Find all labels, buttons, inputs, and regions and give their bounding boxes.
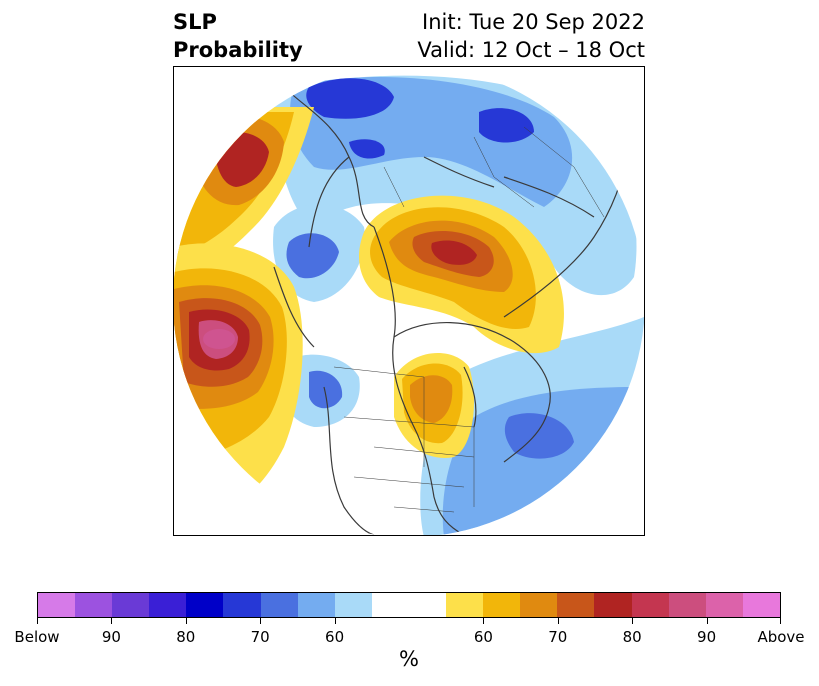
colorbar-segment [742,593,780,617]
colorbar-tick [260,618,262,624]
colorbar-segment [223,593,261,617]
blue-anomaly-west-core [286,233,339,279]
blue-anomaly-north-core-3 [349,139,385,159]
colorbar-tick [483,618,485,624]
map-panel [173,66,645,536]
forecast-dates: Init: Tue 20 Sep 2022 Valid: 12 Oct – 18… [417,8,645,64]
colorbar-tick-label: 70 [250,628,270,646]
colorbar-segment [371,593,409,617]
colorbar-segment [483,593,521,617]
colorbar-segment [186,593,224,617]
colorbar-segment [334,593,372,617]
colorbar-segment [38,593,76,617]
colorbar-tick-label: 60 [325,628,345,646]
colorbar-segment [260,593,298,617]
colorbar-segment [705,593,743,617]
colorbar-tick-label: 70 [548,628,568,646]
colorbar-tick [334,618,336,624]
colorbar-tick-label: 90 [697,628,717,646]
colorbar-units: % [399,647,419,671]
colorbar-segment [149,593,187,617]
colorbar-segment [557,593,595,617]
colorbar-tick [37,618,38,624]
probability-map [174,67,644,535]
colorbar-segment [446,593,484,617]
colorbar-tick-label: 60 [473,628,493,646]
map-title: SLP Probability [173,8,303,64]
colorbar-tick [185,618,187,624]
blue-anomaly-north-core-2 [479,108,534,143]
colorbar-ticks [37,618,781,630]
colorbar-segment [668,593,706,617]
colorbar-tick [632,618,634,624]
colorbar-tick-label: Below [14,628,60,646]
colorbar-segment [520,593,558,617]
warm-anomaly-na-orange [410,375,453,423]
blue-anomaly-pacific-core [309,370,343,409]
colorbar-tick-label: 90 [101,628,121,646]
valid-range: Valid: 12 Oct – 18 Oct [417,38,645,62]
colorbar-tick-label: 80 [622,628,642,646]
blue-anomaly-north-core-1 [306,78,394,119]
colorbar-segment [112,593,150,617]
colorbar-tick [557,618,559,624]
coastlines [273,86,630,535]
warm-anomaly-sw-pink-core [203,329,235,349]
colorbar-segment [594,593,632,617]
colorbar-tick-label: 80 [176,628,196,646]
colorbar-segment [297,593,335,617]
colorbar-segment [75,593,113,617]
init-date: Init: Tue 20 Sep 2022 [422,10,645,34]
warm-anomaly-arctic-red [431,240,477,265]
colorbar-segment [408,593,447,617]
colorbar-tick [111,618,113,624]
title-line-1: SLP [173,10,217,34]
colorbar-tick-label: Above [757,628,805,646]
colorbar [37,592,781,618]
colorbar-tick [780,618,781,624]
colorbar-tick [706,618,708,624]
colorbar-segment [631,593,669,617]
probability-fields [174,67,644,535]
title-line-2: Probability [173,38,303,62]
